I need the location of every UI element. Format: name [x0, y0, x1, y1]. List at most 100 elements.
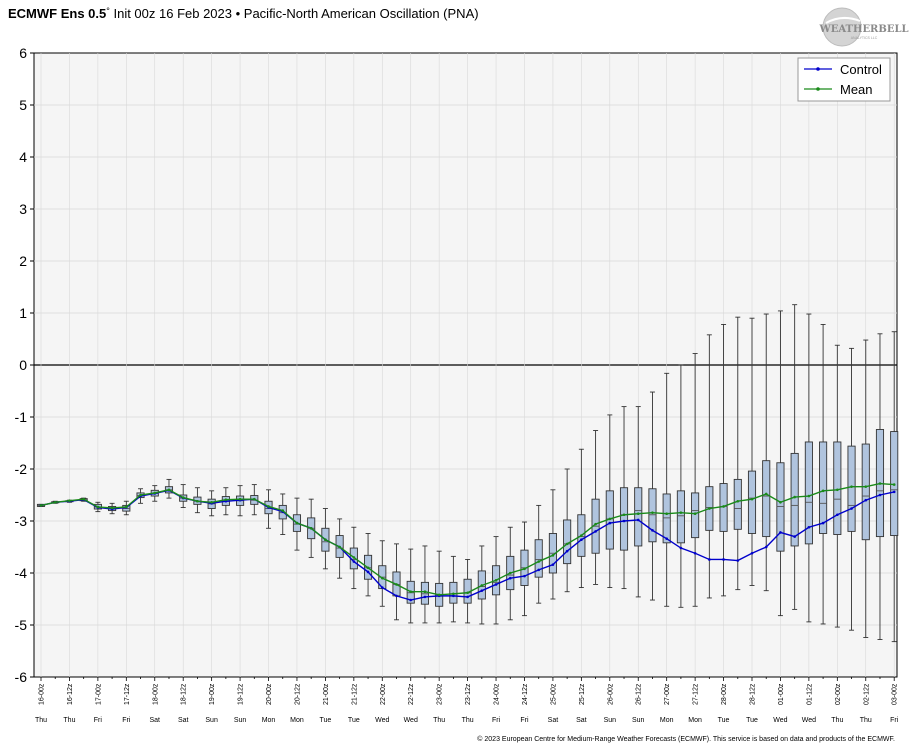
ensemble-box	[676, 364, 685, 608]
iqr-box	[733, 478, 742, 530]
control-point	[452, 594, 455, 598]
mean-point	[452, 592, 455, 596]
y-tick-label: 3	[19, 201, 27, 217]
x-time-label: 01-12z	[806, 683, 813, 705]
ensemble-box	[847, 347, 856, 631]
title-degree: °	[106, 6, 110, 16]
grid-lines	[34, 53, 897, 677]
mean-point	[125, 505, 128, 509]
y-tick-label: -2	[15, 461, 28, 477]
ensemble-box	[662, 372, 671, 607]
mean-point	[892, 483, 896, 486]
ensemble-box	[691, 353, 700, 607]
mean-point	[196, 499, 199, 503]
iqr-box	[819, 441, 828, 534]
x-day-label: Sun	[604, 717, 617, 724]
control-point	[764, 545, 768, 549]
control-point	[836, 513, 839, 517]
ensemble-box	[790, 304, 799, 610]
chart-title: ECMWF Ens 0.5° Init 00z 16 Feb 2023 • Pa…	[8, 6, 479, 21]
legend-mean-label: Mean	[840, 82, 873, 97]
control-point	[864, 498, 868, 502]
mean-point	[139, 493, 142, 497]
mean-point	[551, 554, 555, 557]
ensemble-box	[634, 406, 643, 598]
ensemble-box	[861, 339, 870, 638]
iqr-box	[762, 460, 771, 538]
weatherbell-logo: WEATHERBELL ANALYTICS LLC	[818, 7, 909, 47]
x-day-label: Wed	[404, 717, 418, 724]
mean-point	[309, 526, 313, 530]
iqr-box	[747, 470, 757, 534]
control-point	[523, 574, 526, 578]
control-point	[722, 558, 725, 561]
x-day-label: Tue	[319, 717, 331, 724]
x-time-label: 26-12z	[636, 683, 643, 705]
iqr-box	[634, 487, 643, 547]
x-time-label: 27-00z	[664, 683, 671, 705]
control-point	[594, 530, 597, 533]
mean-point	[181, 496, 185, 499]
control-point	[850, 507, 853, 510]
x-time-label: 19-12z	[238, 683, 245, 705]
control-point	[565, 549, 569, 553]
x-time-label: 20-00z	[266, 683, 273, 705]
mean-point	[537, 560, 540, 563]
control-point	[366, 570, 370, 574]
mean-point	[608, 517, 612, 521]
x-time-label: 16-12z	[67, 683, 74, 705]
mean-point	[267, 505, 270, 508]
y-tick-label: 6	[19, 45, 27, 61]
control-point	[395, 594, 398, 598]
mean-point	[39, 504, 43, 507]
x-day-label: Fri	[492, 717, 501, 724]
ensemble-box	[420, 545, 429, 624]
title-model: ECMWF Ens 0.5	[8, 6, 106, 21]
mean-point	[580, 534, 583, 537]
x-day-label: Thu	[63, 717, 75, 724]
mean-point	[736, 499, 740, 503]
mean-point	[750, 497, 754, 501]
mean-point	[281, 509, 285, 512]
mean-point	[665, 512, 668, 516]
x-time-label: 25-12z	[579, 683, 586, 705]
control-point	[665, 537, 668, 540]
x-time-label: 28-12z	[750, 683, 757, 705]
x-time-label: 01-00z	[778, 683, 785, 705]
x-day-label: Sat	[178, 717, 189, 724]
iqr-box	[790, 452, 799, 547]
x-time-label: 25-00z	[550, 683, 557, 705]
y-tick-label: 2	[19, 253, 27, 269]
control-point	[693, 551, 697, 555]
y-tick-label: 5	[19, 97, 27, 113]
x-time-label: 22-12z	[408, 683, 415, 705]
x-day-label: Fri	[122, 717, 131, 724]
legend-box	[797, 57, 891, 102]
copyright-footer: © 2023 European Centre for Medium-Range …	[477, 735, 895, 743]
iqr-box	[847, 445, 856, 532]
control-point	[821, 521, 825, 525]
mean-point	[651, 511, 654, 514]
x-day-label: Thu	[860, 717, 872, 724]
control-point	[494, 583, 498, 586]
control-point	[423, 595, 427, 599]
mean-point	[338, 545, 341, 549]
x-day-label: Fri	[94, 717, 103, 724]
y-axis: -6 -5 -4 -3 -2 -1 0 1 2 3 4 5 6	[15, 45, 34, 685]
mean-point	[679, 511, 683, 514]
mean-point	[722, 505, 725, 508]
iqr-box	[691, 492, 700, 539]
y-tick-label: 4	[19, 149, 27, 165]
x-day-label: Wed	[773, 717, 787, 724]
x-day-label: Tue	[348, 717, 360, 724]
control-point	[736, 559, 740, 562]
x-day-label: Mon	[660, 717, 674, 724]
ensemble-box	[819, 323, 828, 625]
mean-point	[565, 542, 569, 546]
x-day-label: Fri	[520, 717, 529, 724]
x-time-label: 24-00z	[494, 683, 501, 705]
control-point	[537, 568, 540, 572]
control-point	[750, 551, 754, 555]
x-day-label: Tue	[746, 717, 758, 724]
mean-point	[366, 566, 370, 570]
